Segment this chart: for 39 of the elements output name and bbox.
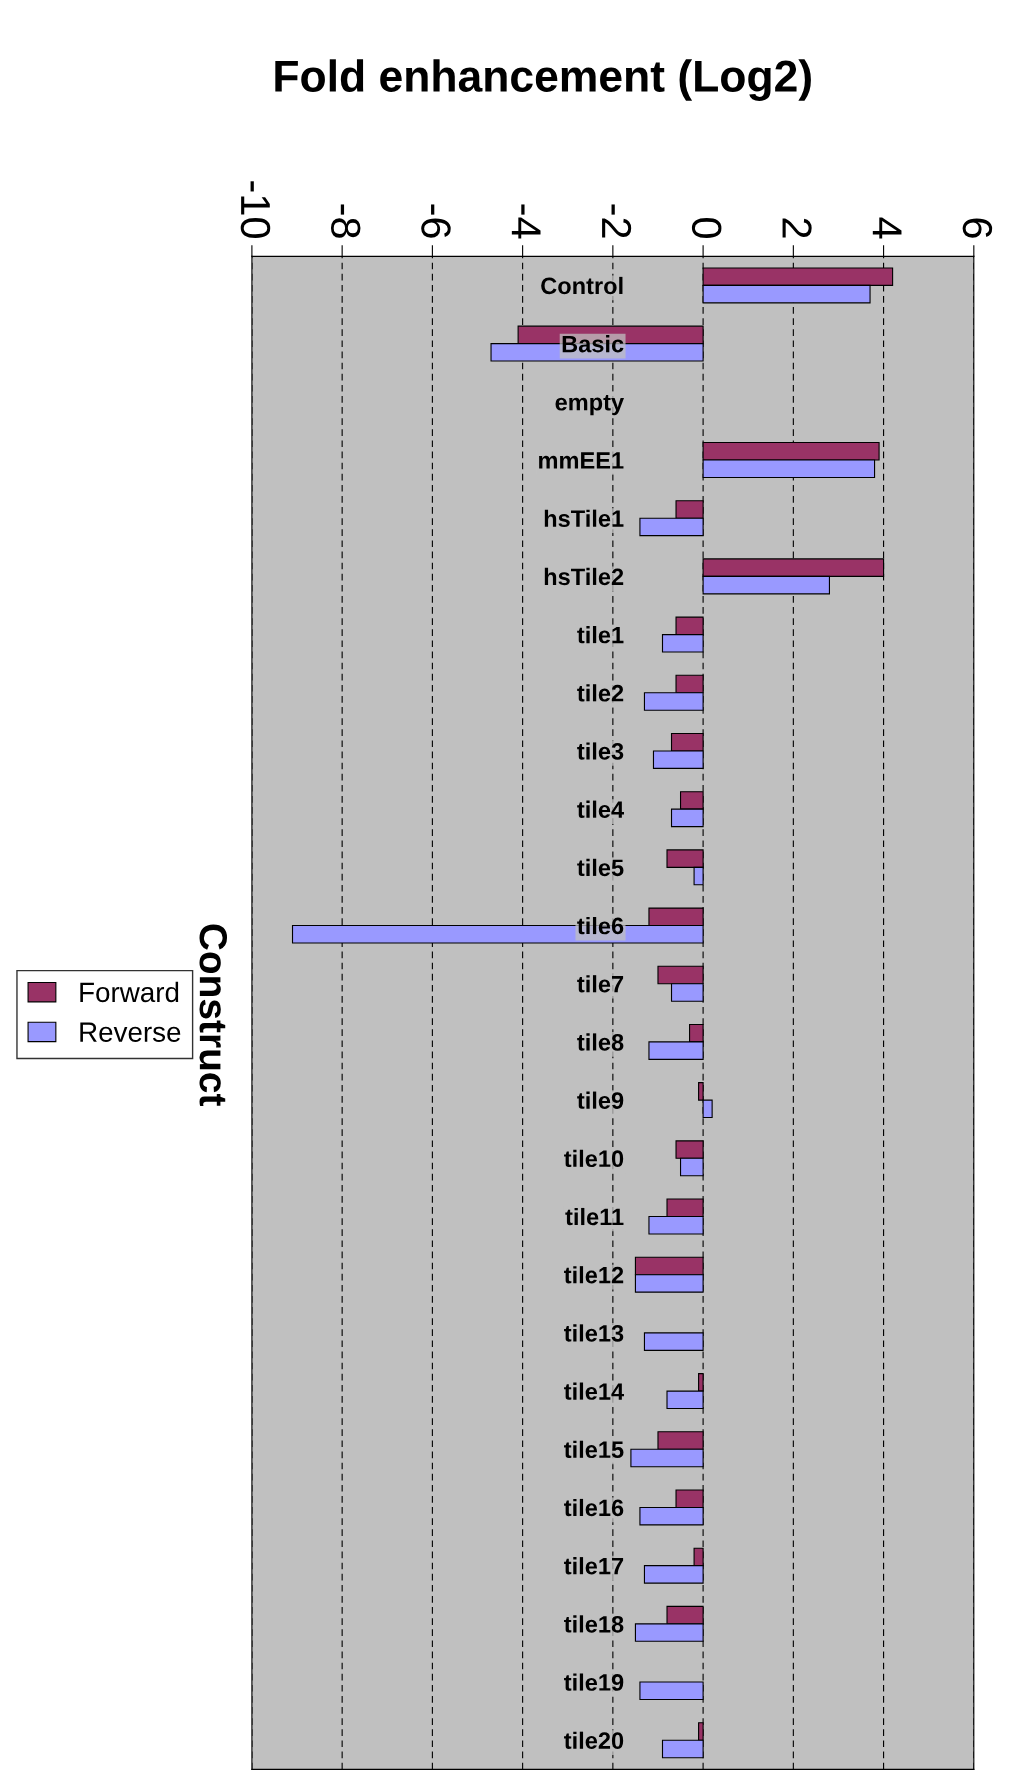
y-tick-label: tile11 <box>565 1207 624 1226</box>
y-tick-label: tile20 <box>564 1731 624 1750</box>
y-tick-label: tile3 <box>577 742 624 760</box>
y-tick-label: Control <box>541 276 623 295</box>
y-tick-label: tile5 <box>577 858 624 877</box>
x-tick-label: 0 <box>691 218 722 239</box>
x-tick-label: -4 <box>511 204 541 239</box>
y-tick-label: tile10 <box>564 1149 624 1168</box>
x-tick-label: -6 <box>421 204 451 238</box>
chart-title: Fold enhancement (Log2) <box>275 59 811 101</box>
y-tick-label: Basic <box>562 335 624 353</box>
y-tick-label: empty <box>555 394 624 416</box>
y-tick-label: mmEE1 <box>539 452 624 469</box>
x-tick-label: -10 <box>240 181 271 239</box>
y-tick-label: tile15 <box>564 1440 624 1459</box>
y-tick-label: tile12 <box>564 1266 624 1284</box>
y-tick-label: tile8 <box>577 1033 624 1051</box>
x-tick-label: -8 <box>330 204 361 238</box>
y-axis-title: Construct <box>199 924 228 1106</box>
y-tick-label: tile4 <box>577 800 624 818</box>
y-tick-label: tile9 <box>577 1091 624 1109</box>
y-tick-label: tile18 <box>564 1615 624 1633</box>
x-tick-label: 6 <box>962 218 993 238</box>
y-tick-label: tile7 <box>577 975 624 993</box>
y-tick-label: hsTile2 <box>544 567 624 586</box>
legend-label: Reverse <box>80 1022 181 1042</box>
x-tick-label: 4 <box>872 217 902 239</box>
y-tick-label: tile17 <box>564 1557 624 1575</box>
y-tick-label: tile2 <box>577 684 624 702</box>
y-tick-label: tile13 <box>564 1324 624 1342</box>
y-tick-label: tile14 <box>564 1382 625 1400</box>
x-tick-label: -2 <box>602 204 632 238</box>
y-tick-label: tile6 <box>577 916 624 935</box>
y-tick-label: tile1 <box>577 626 624 644</box>
y-tick-label: tile19 <box>564 1673 624 1691</box>
legend-label: Forward <box>80 981 179 1003</box>
x-tick-label: 2 <box>782 218 812 238</box>
y-tick-label: tile16 <box>564 1498 624 1517</box>
y-tick-label: hsTile1 <box>544 509 624 527</box>
